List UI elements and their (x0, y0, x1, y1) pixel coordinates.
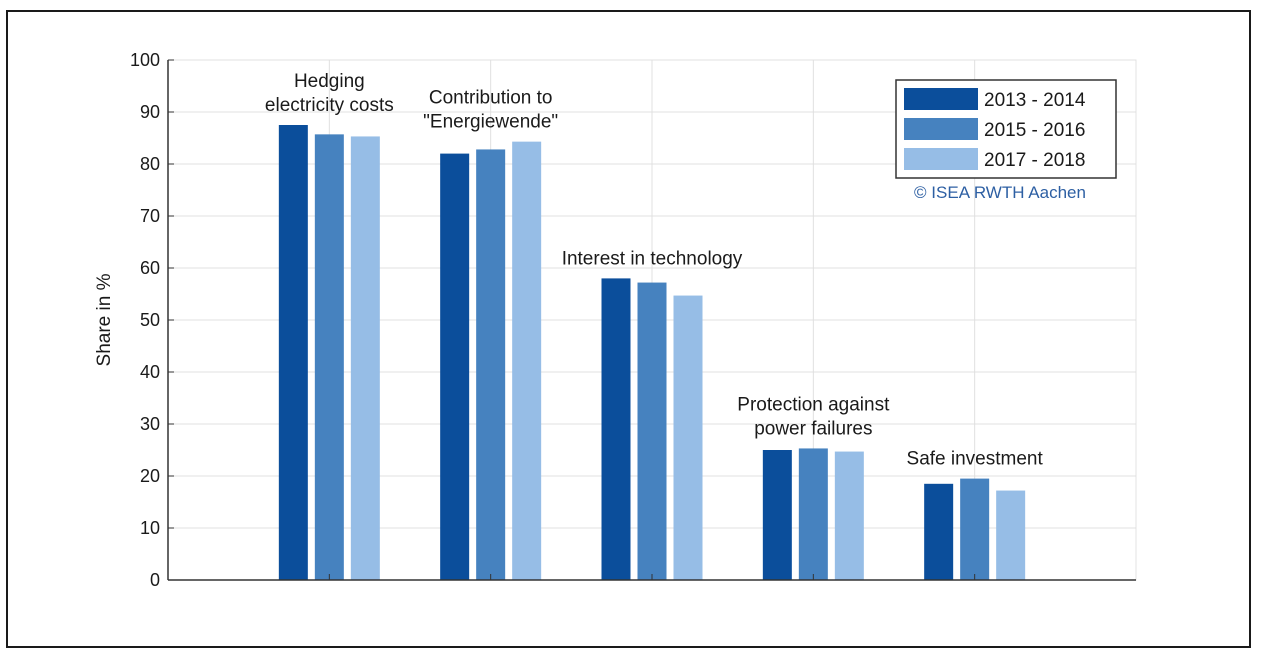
bar (924, 483, 954, 580)
legend: 2013 - 2014 2015 - 2016 2017 - 2018 (895, 79, 1117, 179)
y-tick-label: 100 (130, 50, 160, 70)
bar (834, 451, 864, 580)
legend-swatch (904, 118, 978, 140)
bar (762, 450, 792, 580)
axes (167, 59, 1136, 581)
category-label: Contribution to "Energiewende" (423, 88, 558, 133)
bar (476, 149, 506, 580)
bar (798, 448, 828, 580)
bar (960, 478, 990, 580)
y-tick-labels: 0 10 20 30 40 50 60 70 80 90 100 (130, 50, 160, 590)
category-labels: Hedging electricity costs Contribution to "… (265, 71, 1044, 470)
bar (512, 141, 542, 580)
y-tick-label: 0 (150, 570, 160, 590)
y-tick-label: 70 (140, 206, 160, 226)
y-axis-label: Share in % (94, 273, 115, 366)
legend-swatch (904, 88, 978, 110)
legend-label: 2017 - 2018 (984, 150, 1085, 171)
category-label: Interest in technology (562, 248, 743, 269)
y-tick-label: 80 (140, 154, 160, 174)
bar (996, 490, 1026, 580)
legend-swatch (904, 148, 978, 170)
y-tick-label: 40 (140, 362, 160, 382)
category-label: Protection against power failures (737, 394, 890, 439)
bar (278, 125, 308, 580)
y-tick-label: 50 (140, 310, 160, 330)
bar (601, 278, 631, 580)
y-tick-label: 30 (140, 414, 160, 434)
legend-label: 2015 - 2016 (984, 120, 1085, 141)
category-label: Hedging electricity costs (265, 71, 394, 116)
bar (673, 295, 703, 580)
y-tick-label: 60 (140, 258, 160, 278)
bar (350, 136, 380, 580)
copyright-text: © ISEA RWTH Aachen (914, 183, 1086, 202)
bar (440, 153, 470, 580)
bar (314, 134, 344, 581)
y-tick-label: 90 (140, 102, 160, 122)
legend-label: 2013 - 2014 (984, 90, 1086, 111)
y-tick-label: 10 (140, 518, 160, 538)
y-tick-label: 20 (140, 466, 160, 486)
category-label: Safe investment (907, 449, 1044, 470)
bars (278, 125, 1026, 581)
bar (637, 282, 667, 580)
